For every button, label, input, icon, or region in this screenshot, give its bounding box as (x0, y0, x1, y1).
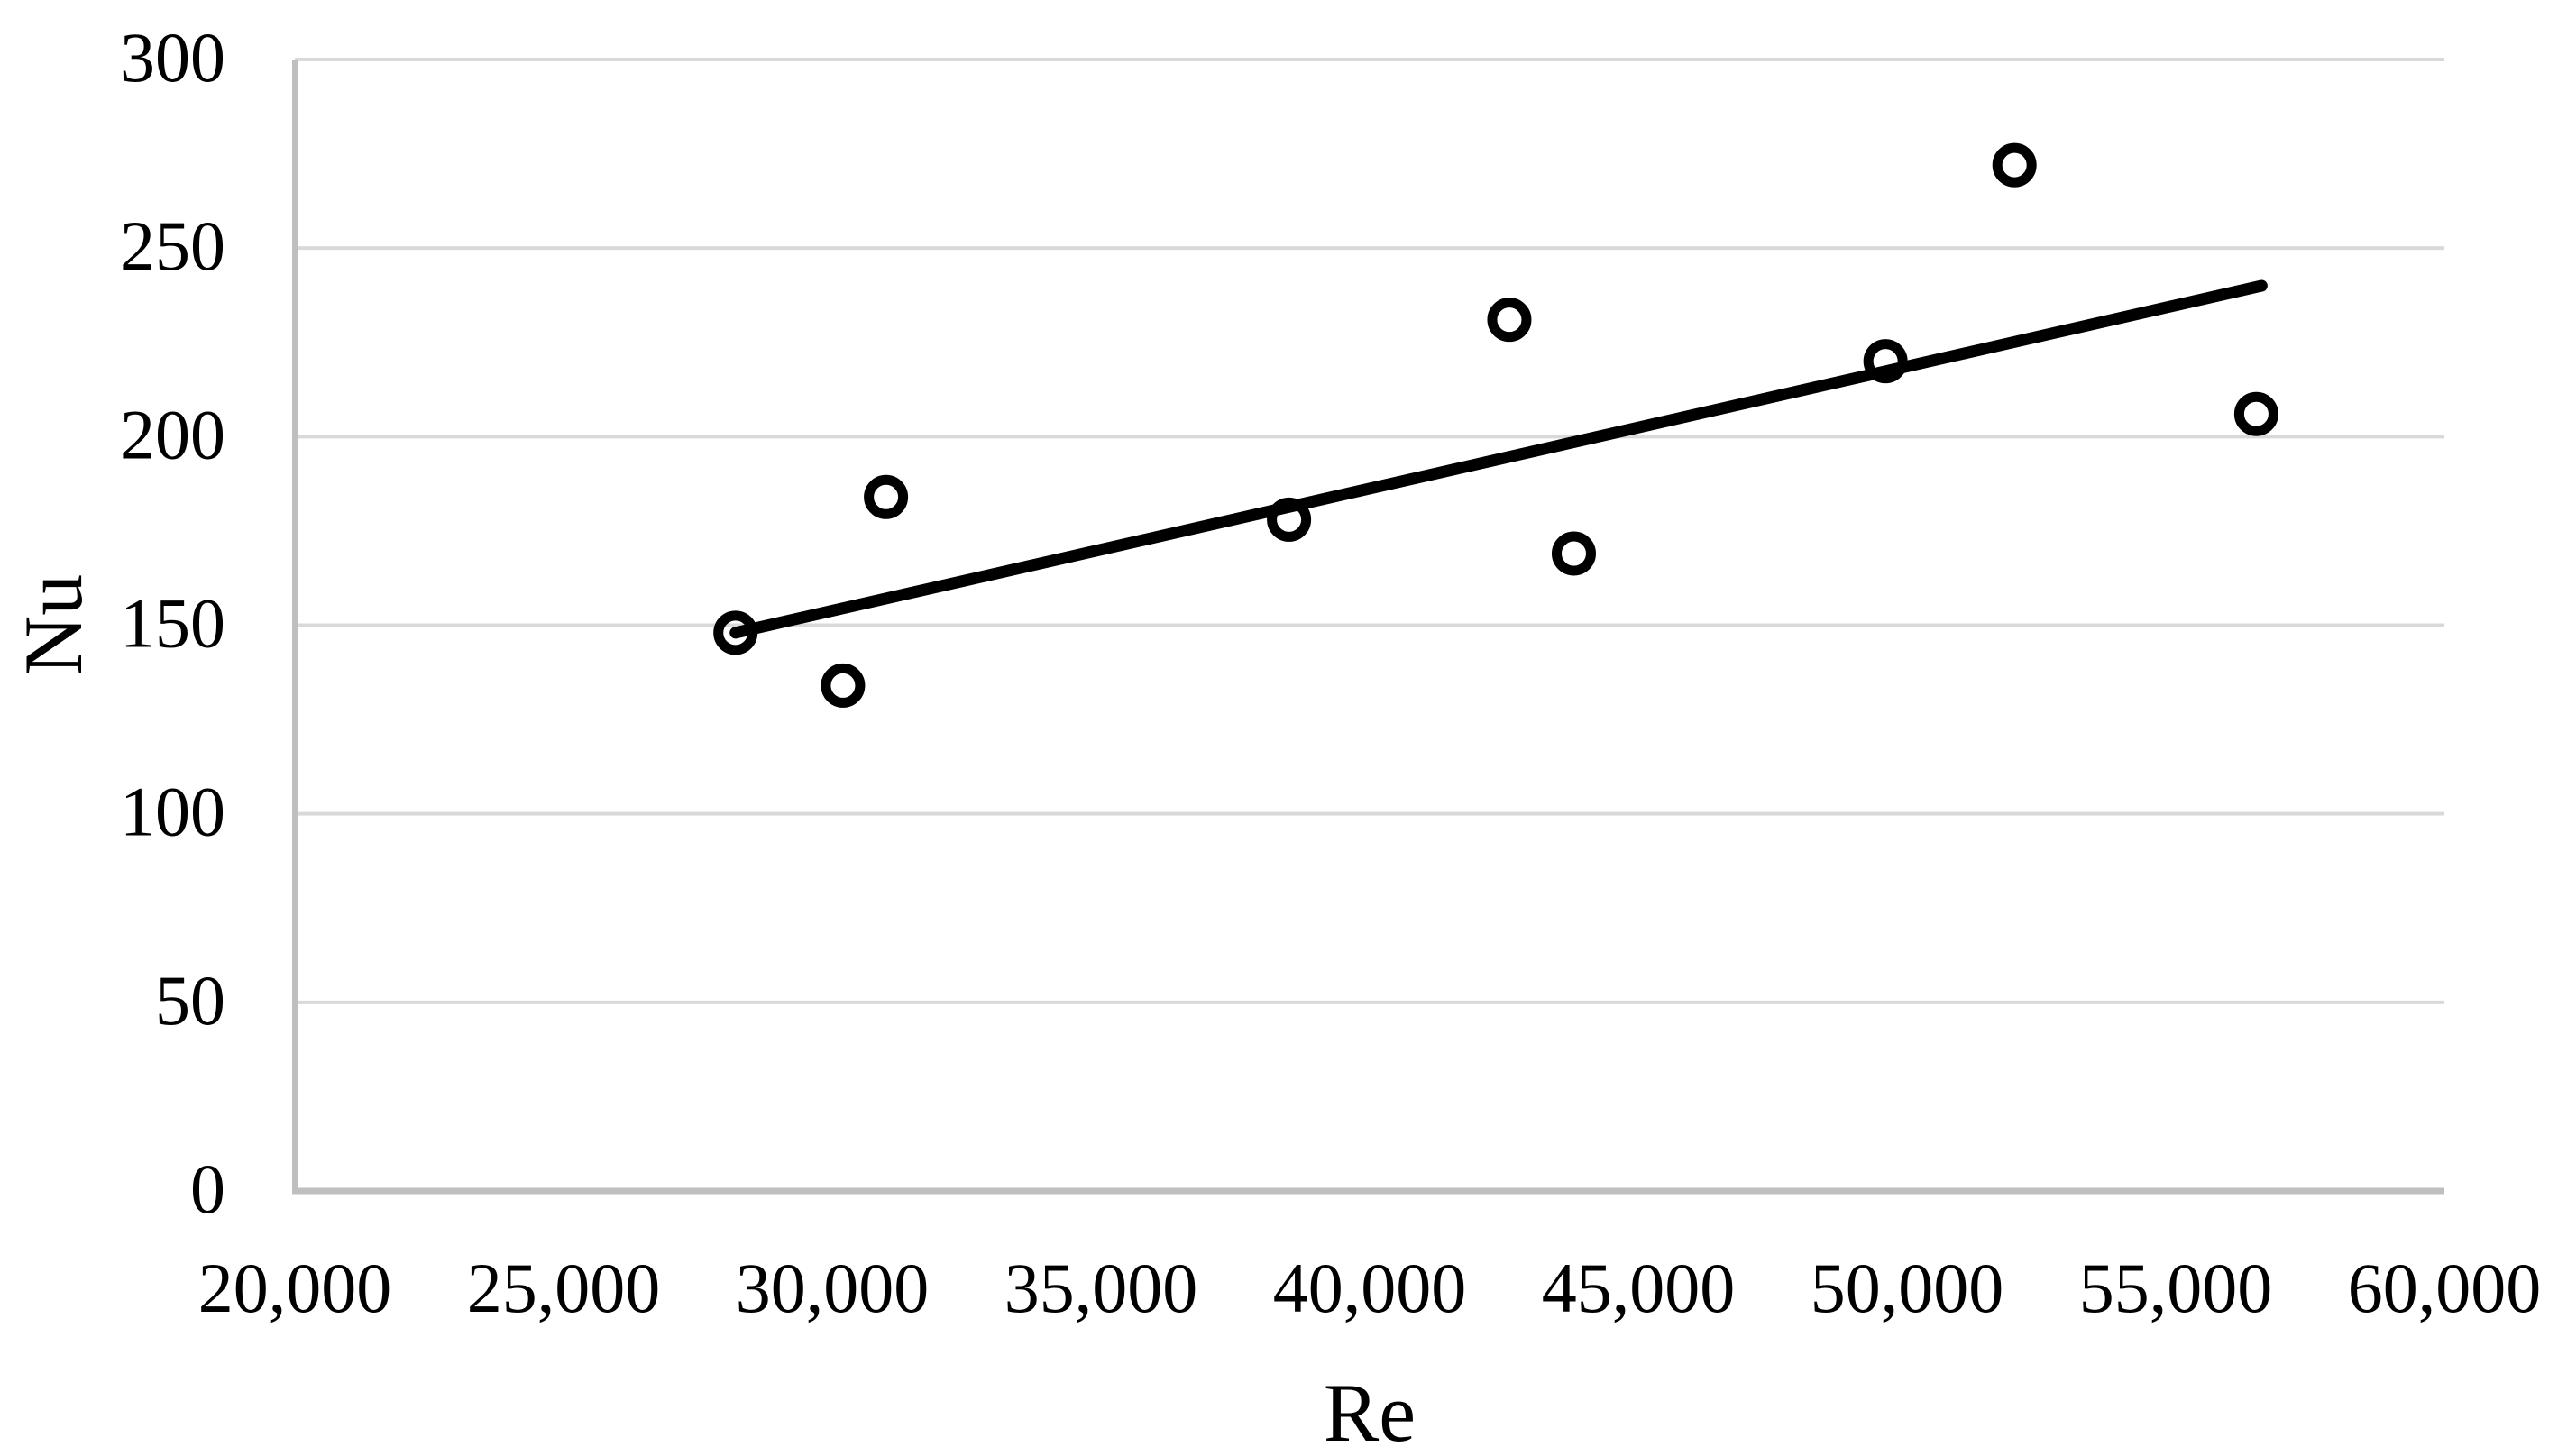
x-tick-label-20000: 20,000 (198, 1249, 392, 1327)
y-tick-label-200: 200 (120, 395, 225, 473)
tick-labels-group: 0 50 100 150 200 250 300 20,000 25,000 30,000 35,0… (120, 18, 2541, 1327)
trendline (729, 279, 2268, 639)
x-tick-label-40000: 40,000 (1273, 1249, 1467, 1327)
y-tick-label-50: 50 (155, 961, 225, 1039)
x-tick-label-25000: 25,000 (467, 1249, 661, 1327)
data-point-9 (2233, 391, 2278, 436)
x-tick-label-55000: 55,000 (2079, 1249, 2273, 1327)
y-tick-label-150: 150 (120, 584, 225, 663)
data-point-5 (1487, 298, 1532, 343)
y-tick-label-100: 100 (120, 773, 225, 851)
y-tick-label-0: 0 (190, 1149, 225, 1228)
x-axis-title: Re (1324, 1367, 1416, 1456)
y-axis-title: Nu (7, 574, 99, 675)
gridlines-group (295, 58, 2444, 1004)
data-point-8 (1992, 142, 2037, 188)
x-tick-label-35000: 35,000 (1004, 1249, 1198, 1327)
data-point-6 (1551, 531, 1596, 576)
x-tick-label-30000: 30,000 (736, 1249, 930, 1327)
data-point-1 (713, 610, 758, 655)
data-point-3 (864, 474, 909, 519)
data-point-4 (1267, 497, 1312, 542)
x-tick-label-45000: 45,000 (1542, 1249, 1736, 1327)
y-tick-label-300: 300 (120, 18, 225, 96)
y-tick-label-250: 250 (120, 206, 225, 285)
x-tick-label-60000: 60,000 (2348, 1249, 2542, 1327)
axes-group (292, 60, 2444, 1195)
data-point-7 (1863, 339, 1908, 384)
series-group (713, 142, 2278, 708)
data-point-2 (821, 663, 866, 708)
x-tick-label-50000: 50,000 (1811, 1249, 2004, 1327)
